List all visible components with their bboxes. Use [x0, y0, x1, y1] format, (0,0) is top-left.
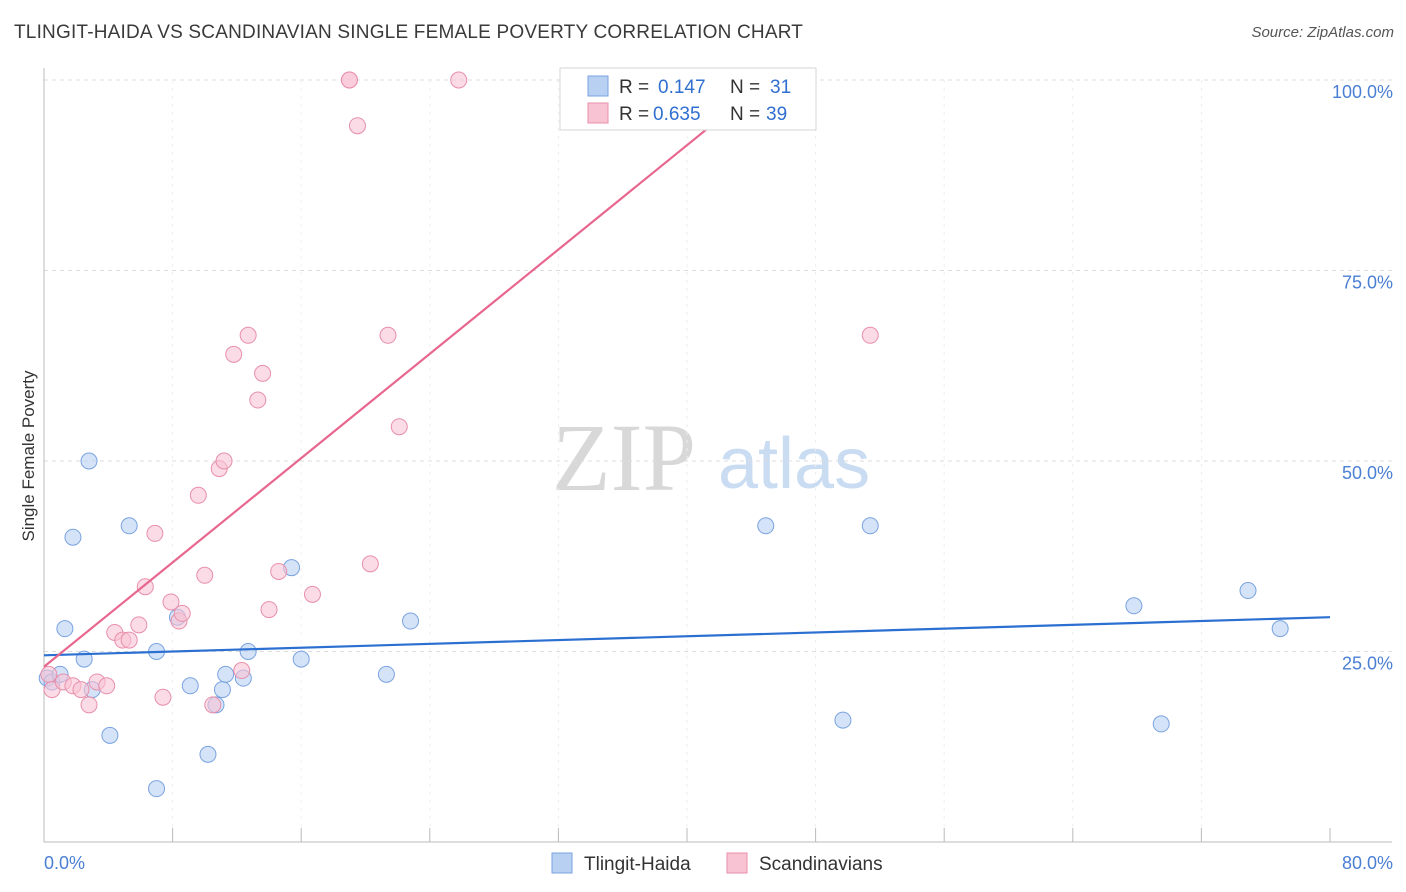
stats-n-value-pink: 39 [766, 104, 787, 125]
stats-r-label-blue: R = [619, 77, 649, 98]
scandinavians-point-27 [254, 364, 272, 382]
scandinavians-point-28 [260, 601, 278, 619]
stats-swatch-blue [587, 75, 609, 97]
scandinavians-point-5 [80, 696, 98, 714]
y-tick-label-50: 50.0% [1342, 463, 1393, 483]
scandinavians-point-4 [72, 681, 90, 699]
tlingit-haida-point-29 [1239, 582, 1257, 600]
scandinavians-point-30 [303, 585, 321, 603]
legend-swatch-tlingit-haida [551, 852, 573, 874]
tlingit-haida-point-14 [199, 745, 217, 763]
stats-r-value-blue: 0.147 [658, 77, 706, 98]
scandinavians-point-24 [233, 662, 251, 680]
watermark-zip: ZIP [552, 404, 696, 511]
source-credit: Source: ZipAtlas.com [1251, 24, 1394, 41]
y-tick-labels: 25.0% 50.0% 75.0% 100.0% [1332, 82, 1393, 674]
tlingit-haida-trend-line [43, 616, 1331, 657]
legend-label-tlingit-haida: Tlingit-Haida [584, 854, 691, 875]
tlingit-haida-point-28 [1152, 715, 1170, 733]
scandinavians-point-7 [98, 677, 116, 695]
tlingit-haida-point-10 [148, 780, 166, 798]
tlingit-haida-point-30 [1271, 620, 1289, 638]
y-tick-label-100: 100.0% [1332, 82, 1393, 102]
points-layer [38, 71, 1289, 798]
scandinavians-point-32 [340, 71, 358, 89]
legend-swatch-scandinavians [726, 852, 748, 874]
scandinavians-point-0 [40, 665, 58, 683]
scandinavians-point-22 [215, 452, 233, 470]
legend-label-scandinavians: Scandinavians [759, 854, 883, 875]
tlingit-haida-point-22 [377, 665, 395, 683]
scandinavians-point-37 [450, 71, 468, 89]
scandinavians-point-29 [270, 562, 288, 580]
y-tick-label-25: 25.0% [1342, 654, 1393, 674]
chart-title: TLINGIT-HAIDA VS SCANDINAVIAN SINGLE FEM… [14, 22, 804, 43]
scandinavians-point-35 [379, 326, 397, 344]
scandinavians-trend-line [43, 79, 769, 668]
tlingit-haida-point-27 [1125, 597, 1143, 615]
tlingit-haida-point-17 [217, 665, 235, 683]
tlingit-haida-point-21 [292, 650, 310, 668]
tlingit-haida-point-6 [80, 452, 98, 470]
scandinavians-point-17 [173, 604, 191, 622]
tlingit-haida-point-4 [64, 528, 82, 546]
scandinavians-point-15 [162, 593, 180, 611]
scandinavians-point-26 [249, 391, 267, 409]
tlingit-haida-point-23 [402, 612, 420, 630]
scandinavians-point-11 [130, 616, 148, 634]
scandinavians-point-33 [348, 117, 366, 135]
axes [43, 68, 1392, 843]
gridlines [44, 79, 1392, 842]
y-tick-label-75: 75.0% [1342, 273, 1393, 293]
y-axis-title: Single Female Poverty [19, 370, 38, 542]
scandinavians-point-25 [239, 326, 257, 344]
tlingit-haida-point-26 [861, 517, 879, 535]
scandinavians-point-19 [196, 566, 214, 584]
tlingit-haida-point-8 [101, 726, 119, 744]
stats-n-value-blue: 31 [770, 77, 791, 98]
series-scandinavians [40, 71, 879, 714]
scandinavians-point-34 [361, 555, 379, 573]
tlingit-haida-point-25 [834, 711, 852, 729]
tlingit-haida-point-24 [757, 517, 775, 535]
trend-layer [43, 79, 1331, 668]
tlingit-haida-point-19 [239, 643, 257, 660]
scandinavians-point-13 [146, 524, 164, 542]
scandinavians-point-20 [204, 696, 222, 714]
scandinavians-point-38 [861, 326, 879, 344]
scandinavians-point-36 [390, 418, 408, 436]
scandinavians-point-14 [154, 688, 172, 706]
scandinavians-point-23 [225, 345, 243, 363]
tlingit-haida-point-13 [181, 677, 199, 695]
watermark-atlas: atlas [718, 424, 870, 504]
x-tick-label-min: 0.0% [44, 853, 85, 873]
scandinavians-point-18 [189, 486, 207, 504]
tlingit-haida-point-16 [213, 681, 231, 699]
scandinavians-point-10 [120, 631, 138, 649]
tlingit-haida-point-3 [56, 620, 74, 638]
stats-legend: R = 0.147 N = 31 R = 0.635 N = 39 [559, 67, 817, 131]
x-ticks [43, 828, 1331, 842]
bottom-legend: Tlingit-Haida Scandinavians [551, 852, 883, 875]
stats-r-label-pink: R = [619, 104, 649, 125]
stats-r-value-pink: 0.635 [653, 104, 701, 125]
stats-n-label-blue: N = [730, 77, 760, 98]
stats-swatch-pink [587, 102, 609, 124]
tlingit-haida-point-9 [120, 517, 138, 535]
x-tick-label-max: 80.0% [1342, 853, 1393, 873]
stats-n-label-pink: N = [730, 104, 760, 125]
